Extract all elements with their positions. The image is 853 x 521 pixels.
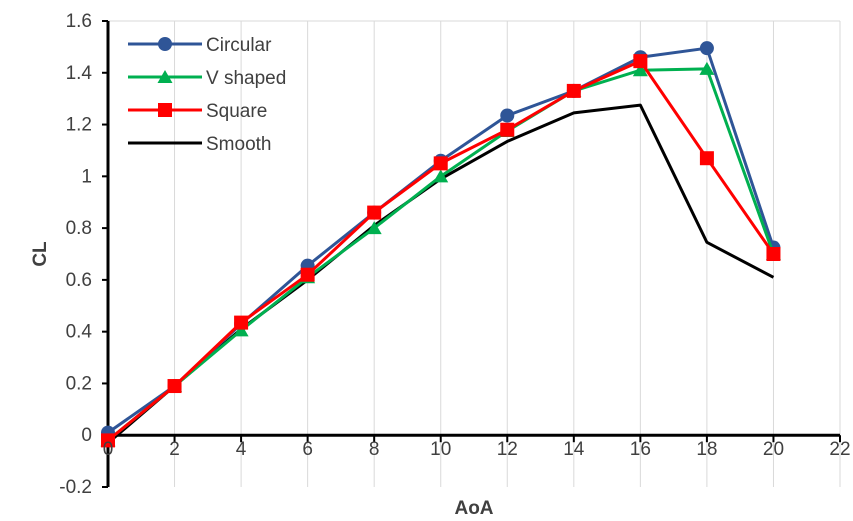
x-tick-label: 8	[369, 439, 380, 460]
x-tick-label: 12	[497, 439, 518, 460]
data-point	[500, 108, 515, 123]
data-point	[233, 323, 249, 337]
series-square	[101, 54, 781, 448]
data-point	[433, 169, 449, 183]
tick-labels-layer: -0.2 0 0.2 0.4 0.6 0.8 1 1.2 1.4 1.6 0 2 4 6 8 10 12 14 16…	[59, 11, 850, 498]
x-tick-label: 10	[430, 439, 451, 460]
data-point	[234, 315, 249, 330]
x-tick-label: 22	[829, 439, 850, 460]
y-tick-label: 0.2	[66, 373, 92, 394]
data-point	[699, 41, 714, 56]
legend-label: Smooth	[206, 134, 271, 155]
data-point	[500, 122, 515, 137]
data-point	[766, 247, 781, 261]
legend-entry: V shaped	[128, 68, 286, 89]
data-point	[300, 267, 315, 282]
y-tick-label: 1.2	[66, 115, 92, 136]
data-point	[433, 156, 448, 171]
x-tick-label: 16	[630, 439, 651, 460]
x-tick-label: 20	[763, 439, 784, 460]
legend-label: Square	[206, 101, 267, 122]
y-tick-label: 1	[81, 166, 92, 187]
data-point	[633, 54, 648, 69]
x-tick-label: 4	[236, 439, 247, 460]
y-axis-title: CL	[30, 241, 51, 267]
legend-marker	[157, 70, 173, 83]
data-point	[566, 83, 581, 98]
x-tick-label: 6	[302, 439, 313, 460]
y-tick-label: 0.4	[66, 322, 93, 343]
grid-layer	[108, 20, 841, 487]
y-tick-label: 0.8	[66, 218, 92, 239]
y-tick-label: 0	[81, 425, 92, 446]
x-tick-label: 2	[169, 439, 180, 460]
legend-marker	[158, 103, 172, 117]
legend-entry: Square	[128, 101, 267, 122]
legend-label: Circular	[206, 35, 272, 56]
data-point	[366, 221, 382, 235]
data-point	[699, 61, 715, 75]
legend-entry: Circular	[128, 35, 272, 56]
data-point	[101, 433, 115, 448]
x-tick-label: 18	[696, 439, 717, 460]
data-point	[167, 379, 182, 394]
x-tick-label: 0	[103, 439, 114, 460]
y-tick-label: 1.4	[66, 63, 93, 84]
y-tick-label: 1.6	[66, 11, 92, 32]
legend: Circular V shaped Square Smooth	[128, 35, 286, 155]
legend-entry: Smooth	[128, 134, 271, 155]
data-point	[367, 205, 382, 220]
data-point	[699, 151, 714, 166]
legend-label: V shaped	[206, 68, 286, 89]
legend-marker	[158, 37, 172, 51]
x-tick-label: 14	[563, 439, 585, 460]
y-tick-label: -0.2	[59, 477, 92, 498]
data-point	[632, 63, 648, 77]
y-tick-label: 0.6	[66, 270, 92, 291]
series-layer	[100, 41, 781, 448]
x-axis-title: AoA	[454, 498, 493, 519]
